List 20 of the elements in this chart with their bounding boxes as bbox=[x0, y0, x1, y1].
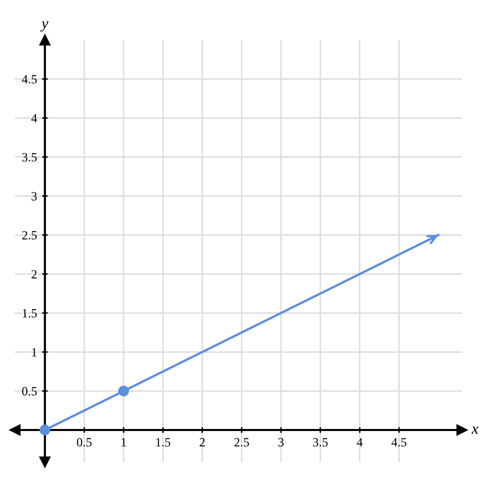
y-tick-label: 2.5 bbox=[22, 231, 37, 240]
x-tick-label: 3 bbox=[278, 438, 284, 446]
x-axis-title: x bbox=[472, 426, 478, 434]
x-tick-label: 0.5 bbox=[76, 438, 92, 447]
y-tick-label: 3.5 bbox=[22, 153, 37, 162]
y-tick-label: 1.5 bbox=[22, 309, 37, 318]
y-tick-label: 4 bbox=[31, 114, 38, 122]
y-axis-title: y bbox=[40, 21, 48, 32]
x-tick-label: 4.5 bbox=[391, 438, 406, 447]
x-tick-label: 3.5 bbox=[313, 438, 328, 447]
x-tick-label: 2.5 bbox=[234, 438, 249, 447]
y-tick-label: 4.5 bbox=[22, 75, 37, 84]
x-tick-label: 1.5 bbox=[156, 438, 170, 447]
x-tick-label: 2 bbox=[200, 438, 205, 446]
y-tick-label: 3 bbox=[32, 192, 37, 200]
y-tick-label: 0.5 bbox=[22, 387, 37, 396]
x-tick-label: 1 bbox=[122, 438, 126, 446]
y-tick-label: 2 bbox=[32, 270, 37, 278]
y-tick-label: 1 bbox=[32, 348, 37, 356]
x-tick-label: 4 bbox=[356, 438, 363, 446]
